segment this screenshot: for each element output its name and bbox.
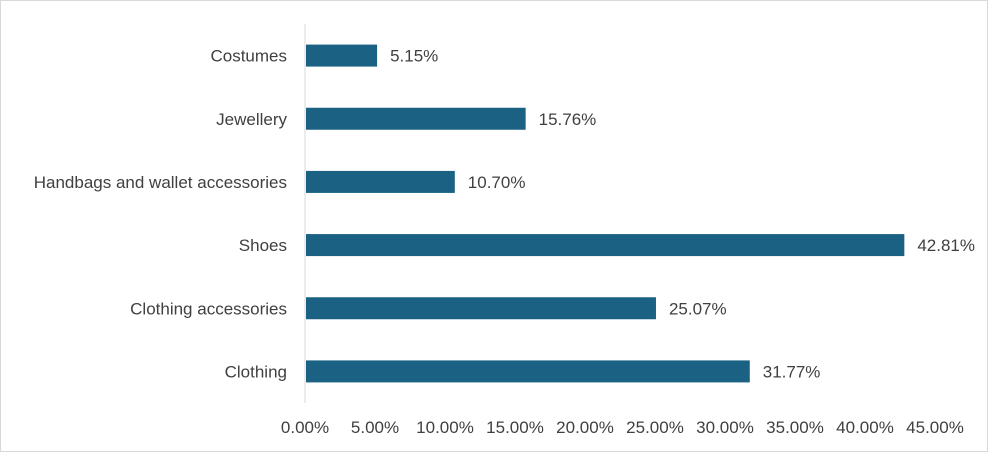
value-label: 15.76%: [539, 110, 597, 129]
x-tick-label: 10.00%: [416, 418, 474, 437]
category-label: Clothing accessories: [130, 299, 287, 318]
category-labels-layer: Costumes Jewellery Handbags and wallet acc…: [34, 47, 288, 382]
value-label: 31.77%: [763, 362, 821, 381]
bars-layer: [306, 44, 905, 383]
x-tick-label: 5.00%: [351, 418, 399, 437]
x-tick-label: 40.00%: [836, 418, 894, 437]
value-label: 10.70%: [468, 173, 526, 192]
bar-clothing-accessories: [306, 297, 656, 320]
x-tick-label: 15.00%: [486, 418, 544, 437]
x-tick-label: 20.00%: [556, 418, 614, 437]
bar-jewellery: [306, 107, 526, 130]
value-label: 42.81%: [917, 236, 975, 255]
category-label: Handbags and wallet accessories: [34, 173, 287, 192]
category-label: Shoes: [239, 236, 287, 255]
bar-costumes: [306, 44, 378, 67]
x-tick-label: 0.00%: [281, 418, 329, 437]
value-label: 25.07%: [669, 299, 727, 318]
x-tick-labels-layer: 0.00% 5.00% 10.00% 15.00% 20.00% 25.00% 30.00%…: [281, 418, 964, 437]
category-label: Clothing: [225, 362, 287, 381]
x-tick-label: 35.00%: [766, 418, 824, 437]
bar-handbags-and-wallet-accessories: [306, 170, 455, 193]
x-tick-label: 45.00%: [906, 418, 964, 437]
x-tick-label: 25.00%: [626, 418, 684, 437]
value-label: 5.15%: [390, 47, 438, 66]
category-label: Costumes: [210, 47, 287, 66]
bar-shoes: [306, 234, 905, 257]
value-labels-layer: 5.15% 15.76% 10.70% 42.81% 25.07% 31.77%: [390, 47, 975, 382]
bar-clothing: [306, 360, 750, 383]
category-label: Jewellery: [216, 110, 287, 129]
x-tick-label: 30.00%: [696, 418, 754, 437]
